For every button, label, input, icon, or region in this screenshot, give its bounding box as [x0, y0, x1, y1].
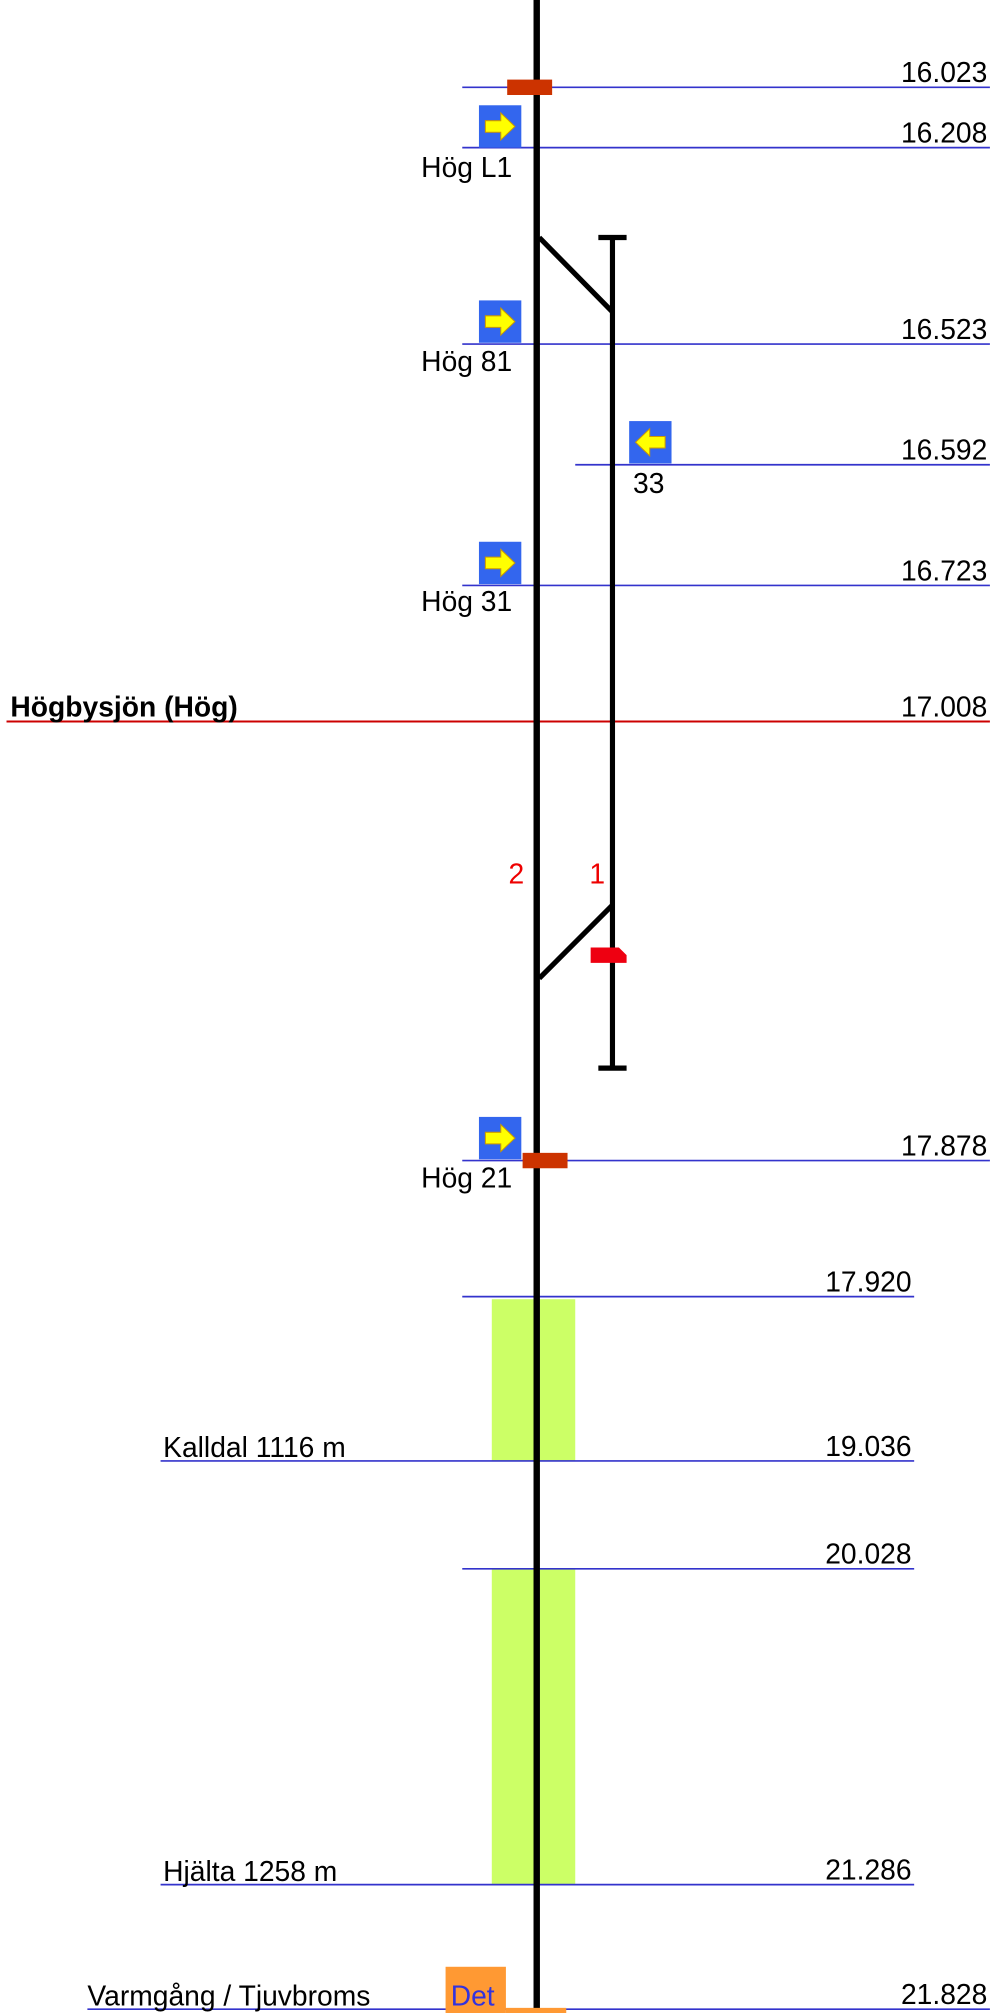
track-number: 1 — [589, 857, 605, 889]
km-label: 17.920 — [825, 1266, 911, 1298]
detector-label: Varmgång / Tjuvbroms — [87, 1979, 370, 2011]
signal-label: Hög 81 — [421, 345, 512, 377]
signal-label: Hög 31 — [421, 585, 512, 617]
signal[interactable] — [478, 300, 522, 343]
signal[interactable] — [478, 541, 522, 585]
detector-button-label: Det — [451, 1979, 495, 2011]
km-label: 16.208 — [901, 117, 987, 149]
km-label: 19.036 — [825, 1430, 911, 1462]
block-marker — [507, 79, 553, 96]
signal-label: Hög 21 — [421, 1162, 512, 1194]
km-label: 21.828 — [901, 1978, 987, 2010]
signal[interactable] — [478, 1116, 522, 1160]
km-label: 17.008 — [901, 690, 987, 722]
block-marker — [522, 1152, 568, 1169]
track-number: 2 — [508, 857, 524, 889]
tunnel-label: Hjälta 1258 m — [163, 1855, 337, 1887]
switch — [537, 235, 615, 314]
signal[interactable] — [478, 105, 522, 148]
signal[interactable] — [629, 421, 672, 464]
km-label: 21.286 — [825, 1853, 911, 1885]
signal-label: 33 — [633, 467, 664, 499]
tunnel-label: Kalldal 1116 m — [163, 1431, 346, 1463]
km-label: 16.523 — [901, 313, 987, 345]
detector-button[interactable]: Det — [445, 1966, 506, 2013]
km-label: 17.878 — [901, 1129, 987, 1161]
detector-marker — [505, 2007, 567, 2013]
km-label: 16.023 — [901, 56, 987, 88]
km-label: 16.723 — [901, 554, 987, 586]
km-label: 20.028 — [825, 1538, 911, 1570]
signal-label: Hög L1 — [421, 151, 512, 183]
station-name: Högbysjön (Hög) — [10, 690, 237, 722]
switch — [537, 903, 615, 981]
km-label: 16.592 — [901, 434, 987, 466]
derail — [590, 947, 627, 963]
